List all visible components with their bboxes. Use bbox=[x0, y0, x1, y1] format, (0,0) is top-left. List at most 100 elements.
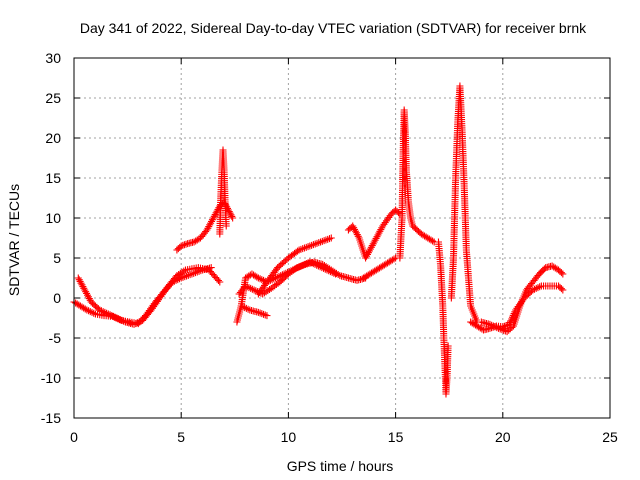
data-point bbox=[534, 284, 542, 292]
data-point bbox=[327, 234, 335, 242]
data-point bbox=[536, 283, 544, 291]
data-point bbox=[486, 320, 494, 328]
y-tick-label: 15 bbox=[45, 170, 61, 186]
data-point bbox=[444, 342, 452, 350]
data-point bbox=[104, 310, 112, 318]
data-point bbox=[491, 323, 499, 331]
data-point bbox=[241, 304, 249, 312]
data-point bbox=[180, 267, 188, 275]
data-point bbox=[179, 241, 187, 249]
y-tick-label: 20 bbox=[45, 130, 61, 146]
data-point bbox=[99, 308, 107, 316]
y-tick-label: 10 bbox=[45, 210, 61, 226]
series-arc-d bbox=[233, 258, 340, 326]
data-point bbox=[130, 320, 138, 328]
grid-layer bbox=[74, 58, 610, 418]
data-point bbox=[180, 241, 188, 249]
data-point bbox=[228, 212, 236, 220]
series-arc-k bbox=[477, 262, 567, 336]
data-point bbox=[488, 321, 496, 329]
data-point bbox=[298, 262, 306, 270]
data-point bbox=[502, 322, 510, 330]
data-point bbox=[529, 286, 537, 294]
data-point bbox=[113, 314, 121, 322]
data-point bbox=[540, 265, 548, 273]
data-point bbox=[260, 310, 268, 318]
data-point bbox=[115, 315, 123, 323]
chart-title: Day 341 of 2022, Sidereal Day-to-day VTE… bbox=[80, 20, 587, 36]
data-point bbox=[242, 282, 250, 290]
data-point bbox=[239, 303, 247, 311]
data-point bbox=[225, 208, 233, 216]
x-tick-label: 25 bbox=[602, 429, 618, 445]
data-point bbox=[256, 309, 264, 317]
data-point bbox=[109, 312, 117, 320]
data-point bbox=[88, 308, 96, 316]
data-point bbox=[557, 285, 565, 293]
data-point bbox=[111, 313, 119, 321]
data-point bbox=[108, 312, 116, 320]
data-point bbox=[116, 316, 124, 324]
data-point bbox=[377, 226, 385, 234]
data-point bbox=[367, 243, 375, 251]
data-point bbox=[374, 231, 382, 239]
series-arc-i bbox=[359, 254, 400, 282]
y-tick-label: -10 bbox=[41, 370, 61, 386]
data-point bbox=[254, 308, 262, 316]
data-point bbox=[334, 270, 342, 278]
data-point bbox=[245, 284, 253, 292]
data-point bbox=[557, 269, 565, 277]
data-point bbox=[370, 238, 378, 246]
data-point bbox=[250, 286, 258, 294]
data-point bbox=[362, 254, 370, 262]
plot-border bbox=[73, 57, 611, 419]
data-point bbox=[214, 277, 222, 284]
y-tick-label: 30 bbox=[45, 50, 61, 66]
data-point bbox=[354, 232, 362, 240]
data-point bbox=[83, 306, 91, 314]
data-point bbox=[373, 233, 381, 241]
data-point bbox=[182, 240, 190, 248]
marks-layer bbox=[70, 82, 567, 398]
data-point bbox=[248, 285, 256, 293]
data-point bbox=[366, 245, 374, 253]
series-arc-f bbox=[237, 302, 271, 320]
data-point bbox=[258, 310, 266, 318]
y-tick-label: 0 bbox=[53, 290, 61, 306]
data-point bbox=[501, 327, 509, 335]
data-point bbox=[258, 276, 266, 284]
data-point bbox=[132, 320, 140, 328]
data-point bbox=[364, 249, 372, 257]
data-point bbox=[369, 240, 377, 248]
data-point bbox=[103, 309, 111, 317]
data-point bbox=[493, 324, 501, 332]
data-point bbox=[222, 222, 230, 230]
y-axis-label: SDTVAR / TECUs bbox=[6, 184, 22, 296]
data-point bbox=[254, 274, 262, 282]
x-tick-label: 20 bbox=[495, 429, 511, 445]
series-spike-15h bbox=[396, 106, 438, 262]
data-point bbox=[85, 307, 93, 315]
data-point bbox=[372, 234, 380, 242]
series-dip-17h bbox=[434, 238, 452, 398]
series-arc-h bbox=[344, 206, 404, 262]
data-point bbox=[133, 319, 141, 327]
data-point bbox=[120, 317, 128, 325]
series-spike-18h bbox=[447, 82, 481, 326]
y-tick-label: 25 bbox=[45, 90, 61, 106]
data-point bbox=[273, 273, 281, 281]
data-point bbox=[106, 311, 114, 319]
data-point bbox=[531, 285, 539, 293]
data-point bbox=[90, 309, 98, 317]
data-point bbox=[368, 242, 376, 250]
data-point bbox=[263, 312, 271, 320]
data-point bbox=[363, 250, 371, 258]
data-point bbox=[363, 252, 371, 260]
data-point bbox=[242, 304, 250, 312]
data-point bbox=[293, 264, 301, 272]
axes-layer: 0 5 10 15 20 25 -15 -10 -5 0 5 10 15 20 25 30 bbox=[41, 50, 618, 445]
x-axis-label: GPS time / hours bbox=[287, 458, 394, 474]
data-point bbox=[118, 316, 126, 324]
data-point bbox=[371, 236, 379, 244]
